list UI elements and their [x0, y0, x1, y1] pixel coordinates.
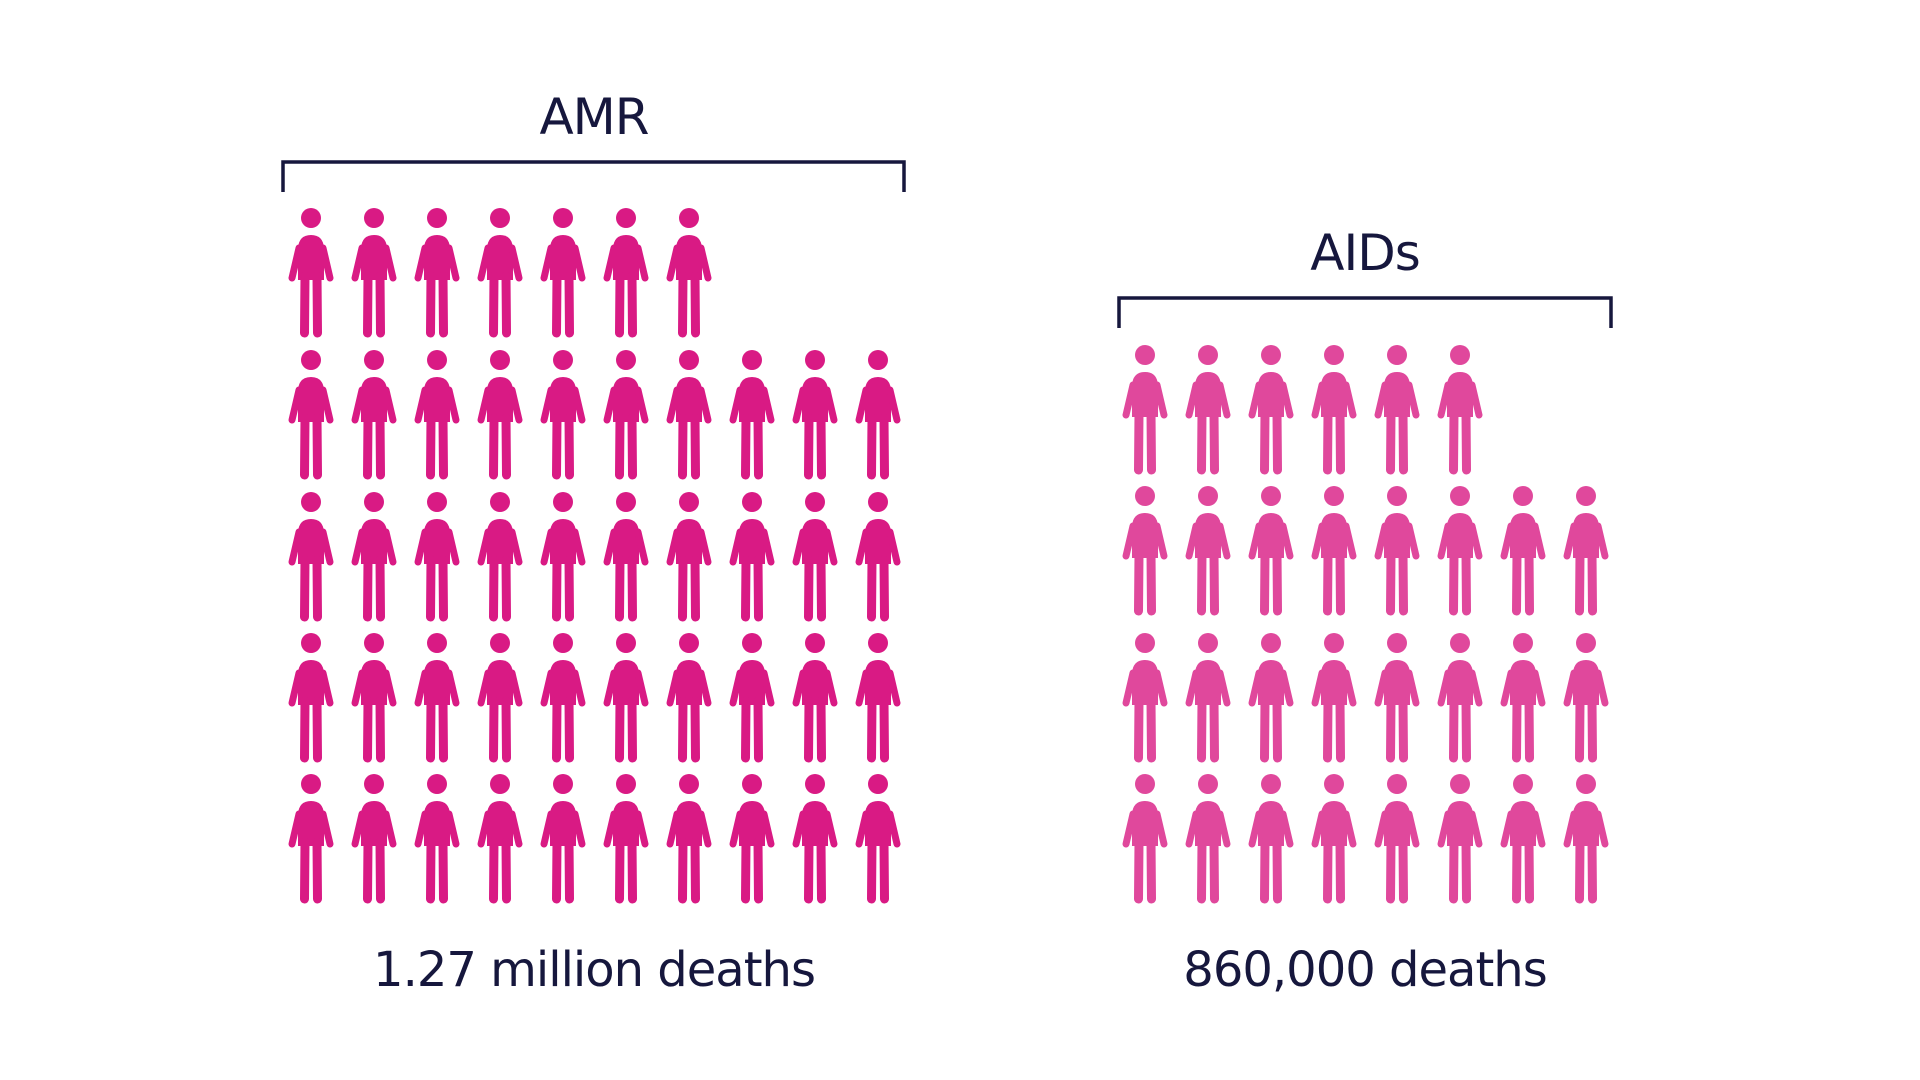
amr-person-icon [351, 633, 397, 763]
aids-person-icon [1248, 774, 1294, 904]
aids-person-icon [1563, 774, 1609, 904]
amr-person-icon [792, 633, 838, 763]
aids-bracket [1117, 296, 1613, 328]
amr-person-icon [414, 208, 460, 338]
aids-person-icon [1311, 486, 1357, 616]
aids-deaths-label: 860,000 deaths [1183, 942, 1547, 998]
amr-person-icon [477, 633, 523, 763]
amr-person-icon [855, 633, 901, 763]
amr-person-icon [288, 350, 334, 480]
aids-person-icon [1374, 774, 1420, 904]
amr-person-icon [666, 774, 712, 904]
aids-person-icon [1311, 345, 1357, 475]
aids-person-icon [1185, 774, 1231, 904]
amr-person-icon [477, 350, 523, 480]
aids-person-icon [1185, 345, 1231, 475]
amr-person-icon [666, 633, 712, 763]
aids-person-icon [1500, 774, 1546, 904]
amr-person-icon [792, 774, 838, 904]
amr-person-icon [540, 350, 586, 480]
amr-person-icon [414, 350, 460, 480]
amr-person-icon [603, 492, 649, 622]
aids-person-icon [1563, 633, 1609, 763]
aids-person-icon [1122, 633, 1168, 763]
amr-person-icon [288, 774, 334, 904]
amr-title: AMR [539, 88, 649, 146]
amr-person-icon [288, 208, 334, 338]
aids-person-icon [1374, 633, 1420, 763]
amr-person-icon [666, 350, 712, 480]
amr-person-icon [477, 492, 523, 622]
amr-person-icon [855, 350, 901, 480]
aids-person-icon [1437, 345, 1483, 475]
amr-person-icon [540, 774, 586, 904]
amr-person-icon [792, 492, 838, 622]
aids-person-icon [1122, 345, 1168, 475]
aids-person-icon [1500, 633, 1546, 763]
amr-person-icon [351, 350, 397, 480]
amr-person-icon [540, 208, 586, 338]
amr-person-icon [351, 208, 397, 338]
amr-person-icon [351, 774, 397, 904]
aids-person-icon [1437, 486, 1483, 616]
amr-person-icon [540, 492, 586, 622]
amr-person-icon [729, 350, 775, 480]
aids-person-icon [1248, 345, 1294, 475]
amr-person-icon [414, 492, 460, 622]
aids-person-icon [1374, 486, 1420, 616]
amr-person-icon [855, 492, 901, 622]
aids-person-icon [1122, 774, 1168, 904]
amr-person-icon [540, 633, 586, 763]
amr-person-icon [729, 774, 775, 904]
amr-person-icon [603, 774, 649, 904]
aids-title: AIDs [1310, 224, 1421, 282]
amr-person-icon [414, 774, 460, 904]
aids-person-icon [1437, 633, 1483, 763]
aids-person-icon [1437, 774, 1483, 904]
aids-person-icon [1248, 633, 1294, 763]
aids-person-icon [1311, 774, 1357, 904]
amr-person-icon [855, 774, 901, 904]
amr-person-icon [288, 633, 334, 763]
amr-person-icon [603, 633, 649, 763]
aids-person-icon [1311, 633, 1357, 763]
aids-person-icon [1500, 486, 1546, 616]
amr-person-icon [603, 208, 649, 338]
amr-person-icon [729, 633, 775, 763]
amr-person-icon [792, 350, 838, 480]
amr-deaths-label: 1.27 million deaths [373, 942, 816, 998]
aids-person-icon [1248, 486, 1294, 616]
aids-person-icon [1185, 633, 1231, 763]
amr-person-icon [666, 492, 712, 622]
amr-person-icon [729, 492, 775, 622]
aids-person-icon [1374, 345, 1420, 475]
amr-person-icon [603, 350, 649, 480]
aids-person-icon [1563, 486, 1609, 616]
amr-bracket [281, 160, 906, 192]
amr-person-icon [666, 208, 712, 338]
amr-person-icon [351, 492, 397, 622]
aids-person-icon [1122, 486, 1168, 616]
amr-person-icon [414, 633, 460, 763]
amr-person-icon [477, 208, 523, 338]
amr-person-icon [288, 492, 334, 622]
amr-person-icon [477, 774, 523, 904]
aids-person-icon [1185, 486, 1231, 616]
